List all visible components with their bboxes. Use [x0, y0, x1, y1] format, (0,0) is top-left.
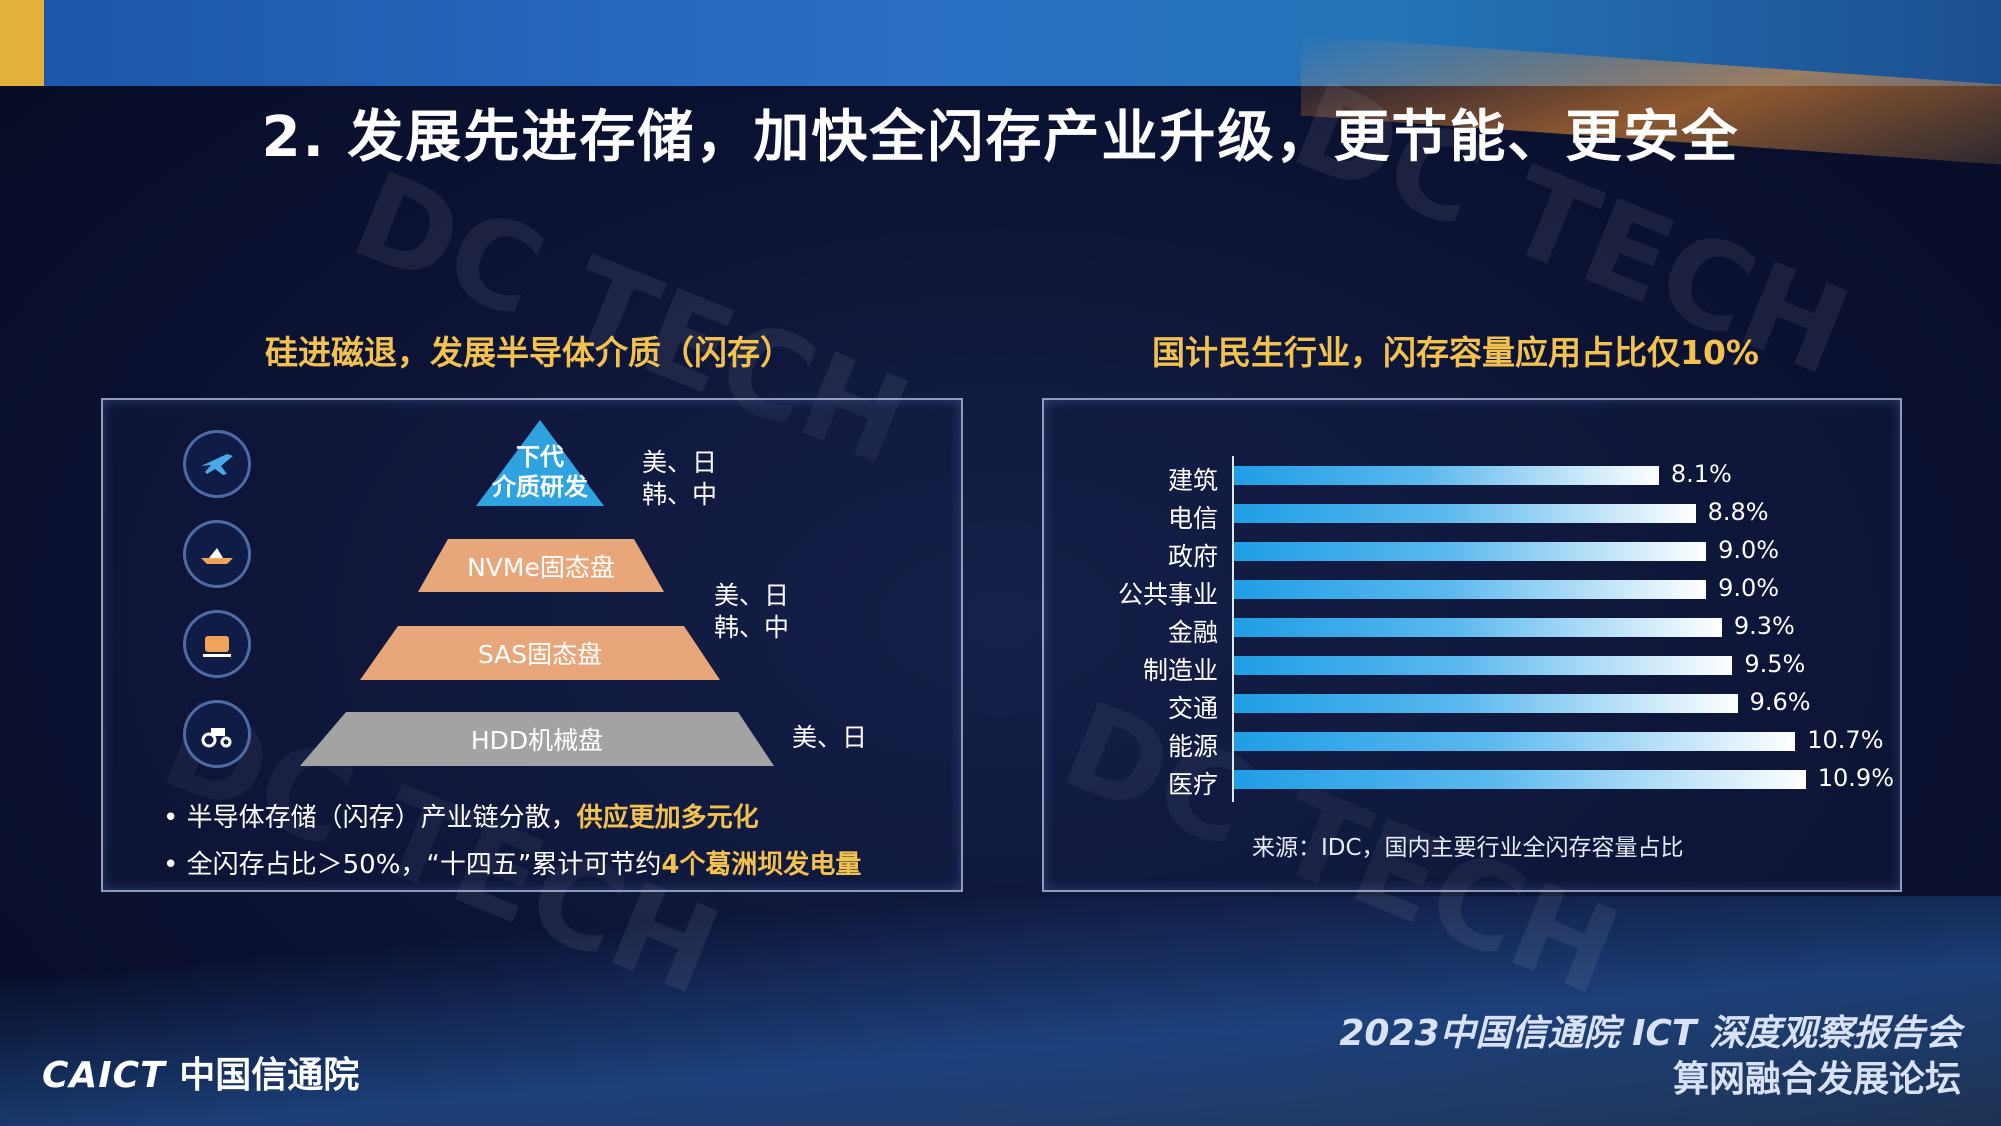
countries-ssd-line1: 美、日 — [714, 581, 790, 610]
chart-source: 来源：IDC，国内主要行业全闪存容量占比 — [1252, 835, 1684, 861]
pyramid-tier-nvme — [418, 539, 664, 592]
bar — [1234, 466, 1659, 485]
bullet-2-text: 全闪存占比＞50%，“十四五”累计可节约 — [186, 850, 662, 880]
pyramid-tier-next-gen — [476, 420, 604, 506]
category-label: 交通 — [1167, 694, 1218, 723]
bar — [1234, 656, 1733, 675]
value-label: 9.0% — [1718, 536, 1780, 564]
jet-icon — [183, 430, 251, 498]
category-label: 政府 — [1167, 542, 1218, 571]
bar — [1234, 732, 1796, 751]
tier-nvme-label: NVMe固态盘 — [467, 552, 615, 582]
bar — [1234, 542, 1707, 561]
countries-ssd-line2: 韩、中 — [714, 613, 790, 642]
tier-next-gen-line1: 下代 — [516, 443, 564, 471]
forum-name: 算网融合发展论坛 — [1672, 1059, 1961, 1100]
event-name: 2023中国信通院 ICT 深度观察报告会 — [1339, 1013, 1961, 1054]
bar — [1234, 618, 1722, 637]
tier-sas-label: SAS固态盘 — [477, 640, 603, 669]
caict-logo: CAICT 中国信通院 — [42, 1046, 359, 1098]
bottom-glow-decoration — [0, 896, 2001, 1126]
value-label: 10.7% — [1807, 726, 1884, 754]
tier-hdd-label: HDD机械盘 — [470, 726, 604, 755]
category-label: 金融 — [1167, 618, 1218, 647]
category-label: 公共事业 — [1118, 580, 1219, 609]
bar — [1234, 694, 1738, 713]
tractor-icon — [183, 700, 251, 768]
category-label: 电信 — [1167, 504, 1218, 533]
value-label: 9.3% — [1733, 612, 1795, 640]
category-label: 医疗 — [1167, 770, 1218, 799]
logo-cn: 中国信通院 — [179, 1055, 360, 1096]
logo-text: CAICT — [42, 1055, 166, 1096]
bar — [1234, 770, 1806, 789]
chart-axis-line — [1232, 456, 1234, 802]
countries-next-gen-line2: 韩、中 — [642, 480, 718, 509]
value-label: 10.9% — [1817, 764, 1894, 792]
category-label: 建筑 — [1167, 466, 1218, 495]
slide-title: 2. 发展先进存储，加快全闪存产业升级，更节能、更安全 — [261, 105, 1740, 170]
countries-next-gen-line1: 美、日 — [642, 448, 718, 477]
tier-next-gen-line2: 介质研发 — [492, 473, 588, 501]
countries-hdd: 美、日 — [792, 723, 868, 752]
category-label: 制造业 — [1142, 656, 1218, 685]
right-panel-title: 国计民生行业，闪存容量应用占比仅10% — [1152, 333, 1759, 372]
train-icon — [183, 610, 251, 678]
countries-next-gen: 美、日 韩、中 — [642, 447, 717, 511]
bar — [1234, 580, 1707, 599]
bullet-1-text: 半导体存储（闪存）产业链分散， — [186, 803, 577, 833]
value-label: 9.6% — [1749, 688, 1811, 716]
left-panel-title: 硅进磁退，发展半导体介质（闪存） — [265, 333, 793, 372]
value-label: 8.1% — [1670, 460, 1732, 488]
bullet-energy-saving: • 全闪存占比＞50%，“十四五”累计可节约4个葛洲坝发电量 — [163, 850, 862, 880]
bullet-2-highlight: 4个葛洲坝发电量 — [661, 850, 862, 880]
bullet-1-highlight: 供应更加多元化 — [576, 803, 759, 833]
top-banner-accent — [0, 0, 44, 86]
pyramid-tier-sas — [360, 626, 720, 680]
category-label: 能源 — [1167, 732, 1218, 761]
countries-ssd: 美、日 韩、中 — [714, 580, 789, 644]
bar — [1234, 504, 1696, 523]
value-label: 8.8% — [1707, 498, 1769, 526]
value-label: 9.0% — [1718, 574, 1780, 602]
bullet-supply-chain: • 半导体存储（闪存）产业链分散，供应更加多元化 — [163, 803, 759, 833]
speedboat-icon — [183, 520, 251, 588]
value-label: 9.5% — [1744, 650, 1806, 678]
tier-next-gen-label: 下代 介质研发 — [470, 442, 610, 502]
pyramid-tier-hdd — [300, 712, 774, 766]
